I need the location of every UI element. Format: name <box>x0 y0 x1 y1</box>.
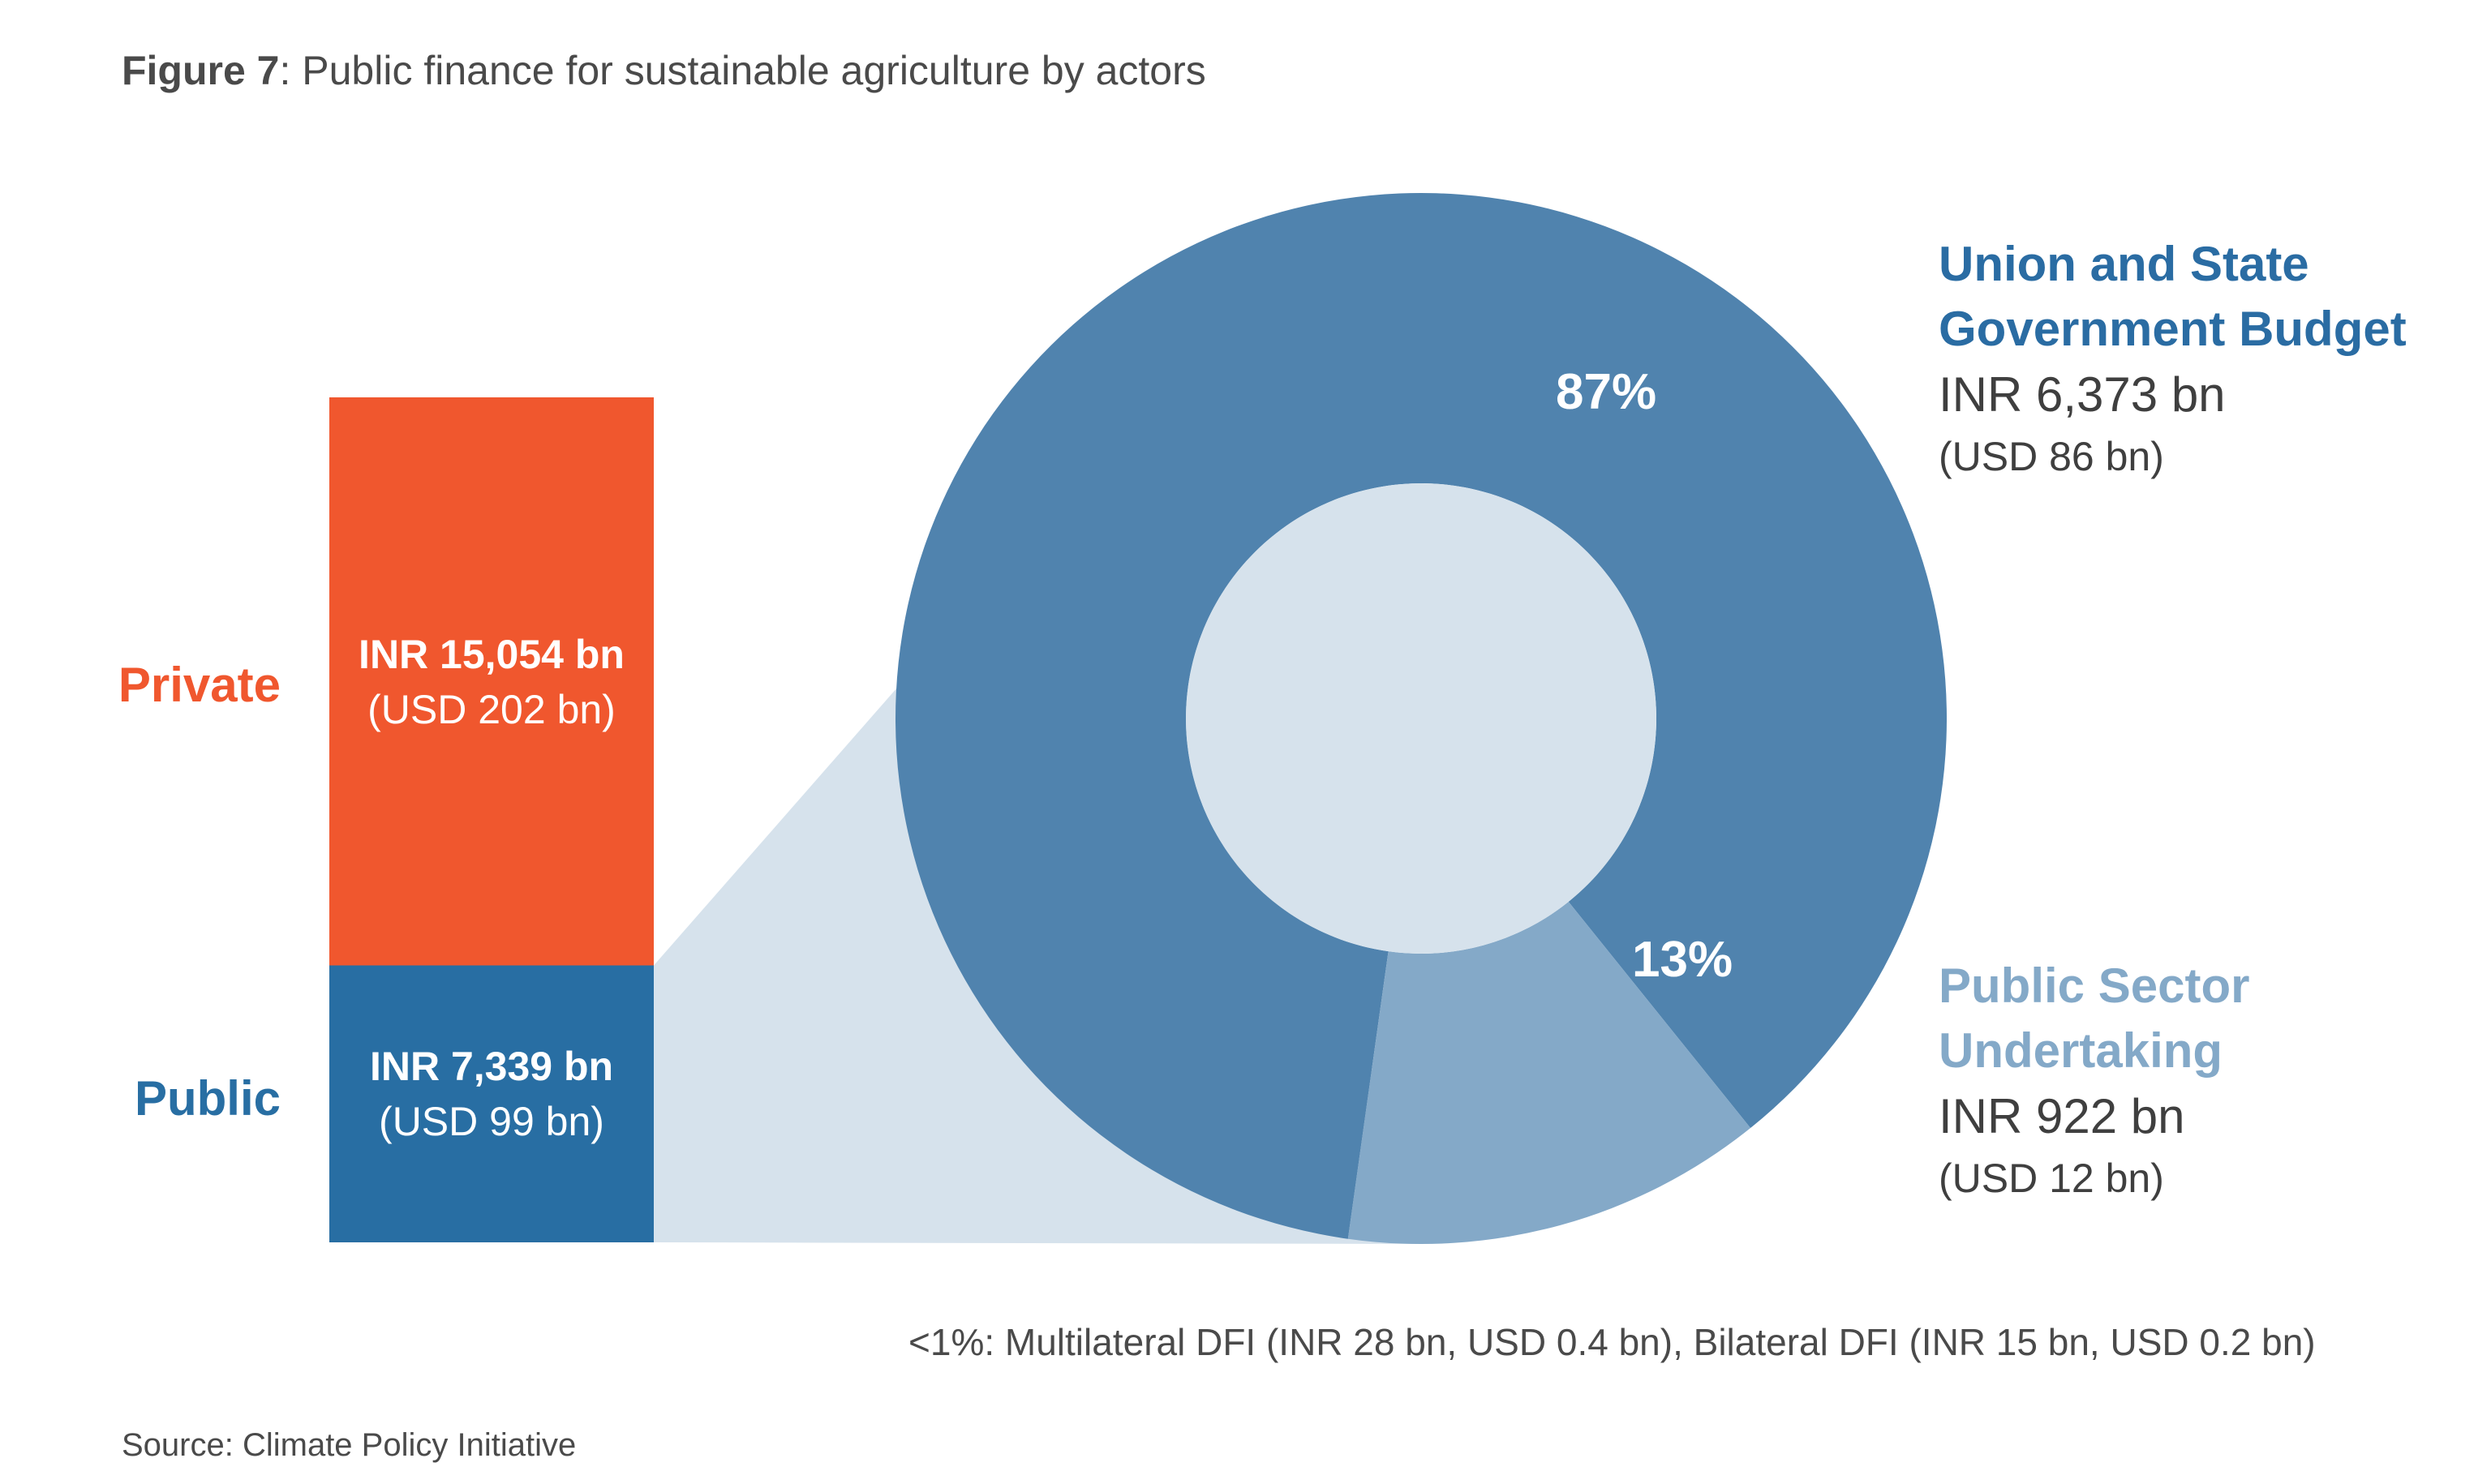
source-note: Source: Climate Policy Initiative <box>122 1427 577 1463</box>
legend-union-line2: Government Budget <box>1939 302 2407 356</box>
bar-label-public: Public <box>134 1071 281 1126</box>
bar-public <box>329 965 654 1242</box>
footnote: <1%: Multilateral DFI (INR 28 bn, USD 0.… <box>908 1321 2316 1363</box>
chart-title: Figure 7: Public finance for sustainable… <box>122 47 1206 94</box>
legend-union-line1: Union and State <box>1939 237 2309 291</box>
legend-psu-inr: INR 922 bn <box>1939 1089 2185 1143</box>
legend-psu-line1: Public Sector <box>1939 959 2250 1013</box>
bar-private <box>329 397 654 966</box>
bar-label-private: Private <box>118 658 281 712</box>
public-usd-label: (USD 99 bn) <box>379 1099 604 1144</box>
legend-union-inr: INR 6,373 bn <box>1939 367 2226 422</box>
figure-number: Figure 7 <box>122 48 280 93</box>
slice-percent-psu: 13% <box>1632 932 1733 988</box>
legend-psu-usd: (USD 12 bn) <box>1939 1156 2164 1201</box>
legend-psu: Public Sector Undertaking INR 922 bn (US… <box>1939 954 2249 1207</box>
bar-value-public: INR 7,339 bn (USD 99 bn) <box>329 1043 654 1145</box>
figure-title-text: : Public finance for sustainable agricul… <box>279 48 1206 93</box>
public-inr-label: INR 7,339 bn <box>369 1044 614 1089</box>
legend-psu-line2: Undertaking <box>1939 1023 2223 1078</box>
donut-hole <box>1186 483 1656 954</box>
legend-union: Union and State Government Budget INR 6,… <box>1939 232 2407 485</box>
donut-slice-psu <box>1347 902 1751 1244</box>
private-inr-label: INR 15,054 bn <box>359 632 625 677</box>
private-usd-label: (USD 202 bn) <box>367 687 616 732</box>
slice-percent-union: 87% <box>1556 364 1657 420</box>
bar-value-private: INR 15,054 bn (USD 202 bn) <box>329 631 654 733</box>
legend-union-usd: (USD 86 bn) <box>1939 434 2164 479</box>
donut-slice-union <box>895 193 1947 1239</box>
